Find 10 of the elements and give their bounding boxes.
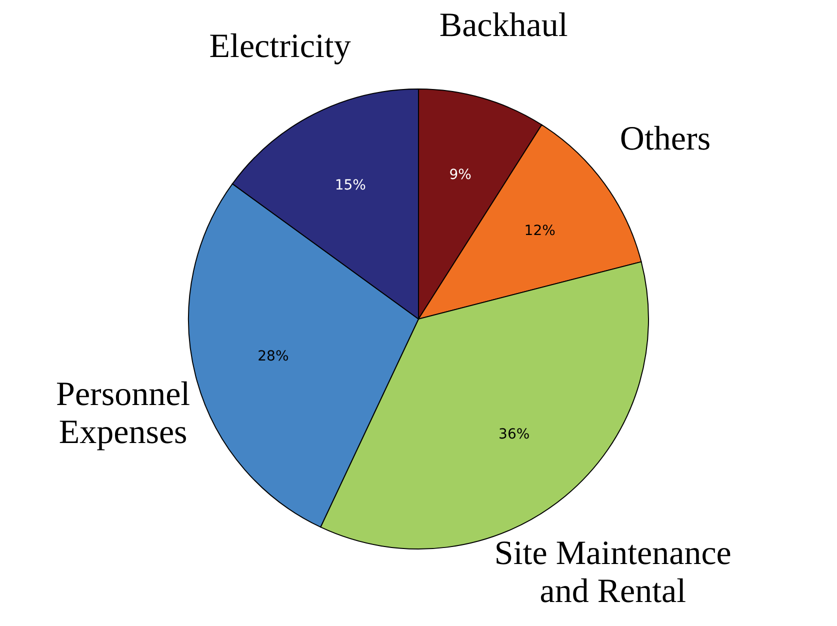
data-label: 9% xyxy=(449,166,472,183)
slice-label: Personnel Expenses xyxy=(56,376,190,451)
slice-label: Others xyxy=(620,120,711,158)
slice-label: Backhaul xyxy=(439,7,568,44)
slice-label: Electricity xyxy=(209,28,351,66)
slice-label: Site Maintenance and Rental xyxy=(494,535,732,610)
data-label: 15% xyxy=(334,177,366,194)
data-label: 12% xyxy=(524,222,556,239)
data-label: 28% xyxy=(258,348,289,364)
data-label: 36% xyxy=(498,426,530,443)
